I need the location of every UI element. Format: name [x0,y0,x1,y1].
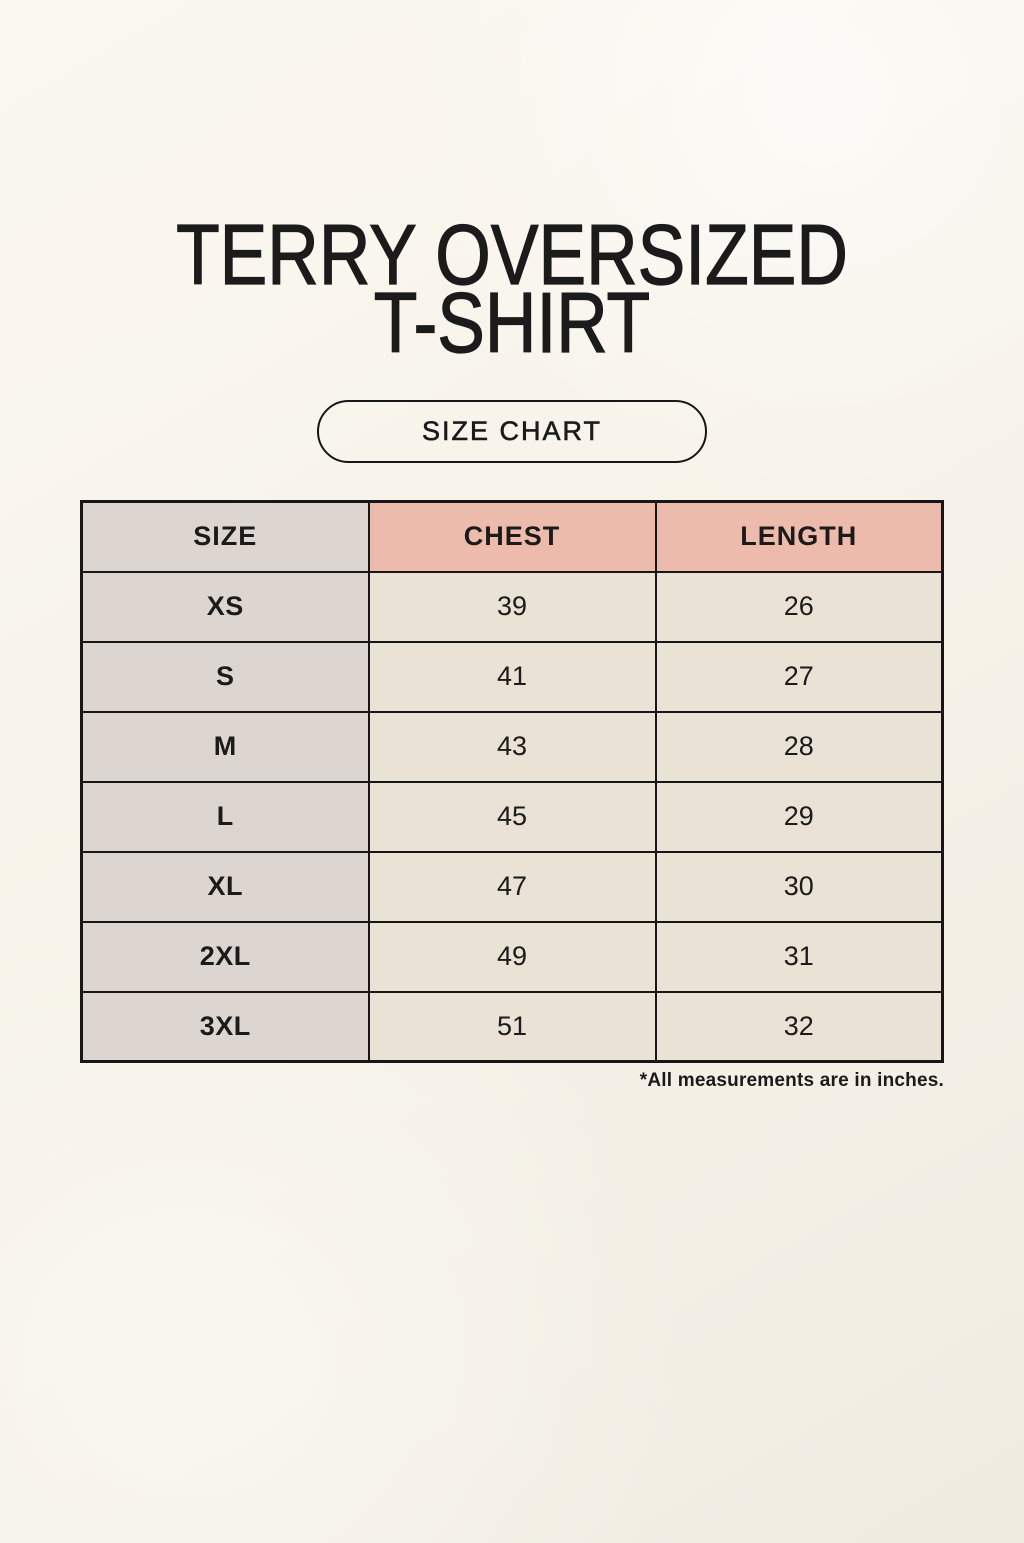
length-cell: 27 [654,640,944,713]
title-line-2: T-SHIRT [373,276,651,371]
chest-cell: 49 [367,920,657,993]
table-row: L 45 29 [80,780,944,853]
column-header-length: LENGTH [654,500,944,573]
chest-cell: 47 [367,850,657,923]
measurements-note: *All measurements are in inches. [639,1070,944,1091]
table-row: 2XL 49 31 [80,920,944,993]
size-cell: S [80,640,370,713]
length-cell: 29 [654,780,944,853]
column-header-chest: CHEST [367,500,657,573]
chest-cell: 39 [367,570,657,643]
size-cell: M [80,710,370,783]
size-chart-badge-label: SIZE CHART [421,416,603,447]
table-row: S 41 27 [80,640,944,713]
size-cell: 3XL [80,990,370,1063]
size-table-body: XS 39 26 S 41 27 M 43 28 L 45 29 XL 47 30 2XL 49 31 3XL 51 3… [80,570,944,1063]
size-chart-infographic: TERRY OVERSIZED T-SHIRT SIZE CHART SIZE … [0,208,1024,1543]
chest-cell: 45 [367,780,657,853]
chest-cell: 51 [367,990,657,1063]
table-row: XS 39 26 [80,570,944,643]
size-chart-table: SIZE CHEST LENGTH XS 39 26 S 41 27 M 43 28 L 45 29 X… [80,500,944,1063]
header-row: SIZE CHEST LENGTH [80,500,944,573]
column-header-size: SIZE [80,500,370,573]
size-chart-badge: SIZE CHART [317,400,707,463]
length-cell: 28 [654,710,944,783]
table-row: XL 47 30 [80,850,944,923]
length-cell: 30 [654,850,944,923]
chest-cell: 43 [367,710,657,783]
size-table-container: SIZE CHEST LENGTH XS 39 26 S 41 27 M 43 28 L 45 29 X… [80,500,944,1092]
table-row: M 43 28 [80,710,944,783]
title-line-1: TERRY OVERSIZED [176,208,849,303]
size-cell: 2XL [80,920,370,993]
size-cell: XS [80,570,370,643]
length-cell: 31 [654,920,944,993]
size-cell: XL [80,850,370,923]
length-cell: 26 [654,570,944,643]
length-cell: 32 [654,990,944,1063]
chest-cell: 41 [367,640,657,713]
page-title: TERRY OVERSIZED T-SHIRT [82,208,942,371]
table-row: 3XL 51 32 [80,990,944,1063]
size-cell: L [80,780,370,853]
